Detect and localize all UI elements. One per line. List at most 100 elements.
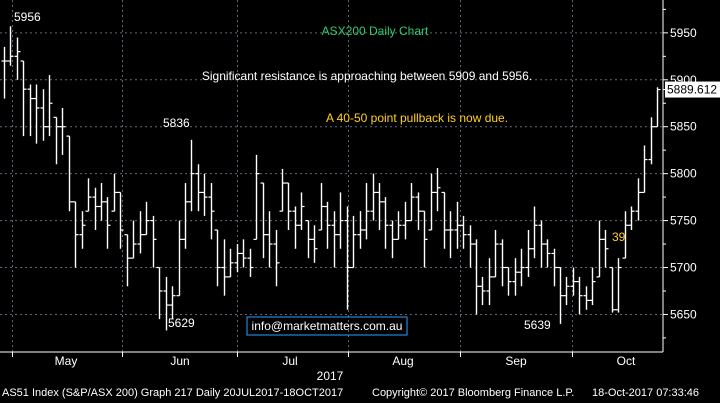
ohlc-bar [260, 182, 267, 259]
x-tick-label: Jun [170, 354, 189, 368]
ohlc-bar [615, 258, 622, 313]
ohlc-bar [460, 215, 467, 249]
ohlc-bar [124, 234, 131, 287]
ohlc-bar [318, 183, 325, 231]
label-5836: 5836 [163, 116, 190, 130]
ohlc-bar [589, 267, 596, 306]
ohlc-bar [544, 239, 551, 268]
ohlc-bar [98, 183, 105, 221]
chart-title: ASX200 Daily Chart [322, 24, 429, 38]
ohlc-bar [143, 201, 150, 236]
grid [0, 0, 663, 352]
ohlc-bar [130, 220, 137, 259]
ohlc-bar [253, 154, 260, 240]
label-5639: 5639 [524, 318, 551, 332]
ohlc-bar [7, 26, 14, 66]
ohlc-bar [72, 201, 79, 268]
ohlc-bar [266, 211, 273, 268]
ohlc-bar [609, 266, 616, 313]
last-price-box: 5889.612 [665, 81, 720, 98]
ohlc-bar [273, 229, 280, 287]
ohlc-bar [234, 244, 241, 273]
ohlc-bar [551, 248, 558, 287]
ohlc-bar [473, 239, 480, 315]
ohlc-bar [279, 168, 286, 212]
ohlc-bar [370, 173, 377, 221]
x-tick-label: Jul [282, 354, 297, 368]
ohlc-bar [525, 229, 532, 277]
ohlc-bar [402, 201, 409, 240]
ohlc-bar [247, 248, 254, 277]
ohlc-bar [221, 239, 228, 296]
ohlc-bar [596, 220, 603, 278]
y-tick-label: 5700 [670, 261, 697, 275]
footer-timestamp: 18-Oct-2017 07:33:46 [592, 387, 700, 399]
ohlc-bar [14, 37, 21, 80]
y-tick-label: 5650 [670, 307, 697, 321]
ohlc-bar [182, 183, 189, 249]
ohlc-bar [59, 107, 66, 155]
ohlc-bar [538, 220, 545, 268]
ohlc-bar [570, 267, 577, 296]
ohlc-bar [163, 276, 170, 331]
ohlc-bar [104, 197, 111, 249]
ohlc-bar [285, 182, 292, 230]
ohlc-bar [46, 75, 53, 137]
ohlc-bar [389, 220, 396, 259]
ohlc-bar [454, 201, 461, 249]
ohlc-bar [331, 211, 338, 268]
y-tick-label: 5750 [670, 214, 697, 228]
ohlc-bar [79, 211, 86, 249]
ohlc-bar [137, 211, 144, 254]
ohlc-bar [227, 248, 234, 278]
ohlc-bar [240, 239, 247, 268]
ohlc-bar [169, 286, 176, 320]
ohlc-bar [486, 258, 493, 306]
ohlc-bar [85, 178, 92, 212]
ohlc-bar [447, 211, 454, 259]
ohlc-bar [156, 266, 163, 320]
year-label: 2017 [317, 369, 344, 383]
last-price-background [665, 81, 720, 98]
ohlc-bar [563, 276, 570, 306]
ohlc-bar [298, 192, 305, 230]
ohlc-bar [382, 197, 389, 249]
ohlc-bar [53, 116, 60, 165]
ohlc-bar [363, 183, 370, 240]
ohlc-bar [27, 84, 34, 137]
ohlc-bar [195, 164, 202, 212]
ohlc-bar [576, 276, 583, 315]
resistance-note: Significant resistance is approaching be… [202, 69, 532, 83]
ohlc-bars [1, 26, 661, 331]
ohlc-bar [357, 211, 364, 249]
label-5629: 5629 [168, 316, 195, 330]
ohlc-bar [635, 178, 642, 221]
ohlc-bar [117, 191, 124, 249]
ohlc-bar [376, 183, 383, 230]
x-tick-label: Sep [505, 354, 527, 368]
x-axis: May Jun Jul Aug Sep Oct [0, 351, 663, 368]
ohlc-bar [92, 187, 99, 230]
email-text[interactable]: info@marketmatters.com.au [252, 319, 403, 333]
ohlc-bar [350, 215, 357, 269]
ohlc-bar [421, 210, 428, 268]
ohlc-bar [648, 117, 655, 165]
y-tick-label: 5800 [670, 167, 697, 181]
ohlc-bar [531, 206, 538, 259]
ohlc-bar [33, 84, 40, 144]
ohlc-bar [1, 46, 8, 99]
ohlc-bar [434, 168, 441, 212]
ohlc-bar [395, 211, 402, 240]
ohlc-bar [337, 192, 344, 249]
email-box[interactable]: info@marketmatters.com.au [246, 316, 408, 336]
ohlc-bar [111, 173, 118, 212]
label-5956: 5956 [14, 10, 41, 24]
ohlc-bar [428, 173, 435, 231]
x-tick-label: Oct [617, 354, 636, 368]
last-price-label: 5889.612 [667, 83, 717, 97]
ohlc-bar [641, 145, 648, 194]
footer-index: AS51 Index (S&P/ASX 200) Graph 217 Daily… [2, 387, 344, 399]
ohlc-bar [622, 211, 629, 259]
ohlc-bar [512, 258, 519, 296]
ohlc-bar [441, 191, 448, 249]
